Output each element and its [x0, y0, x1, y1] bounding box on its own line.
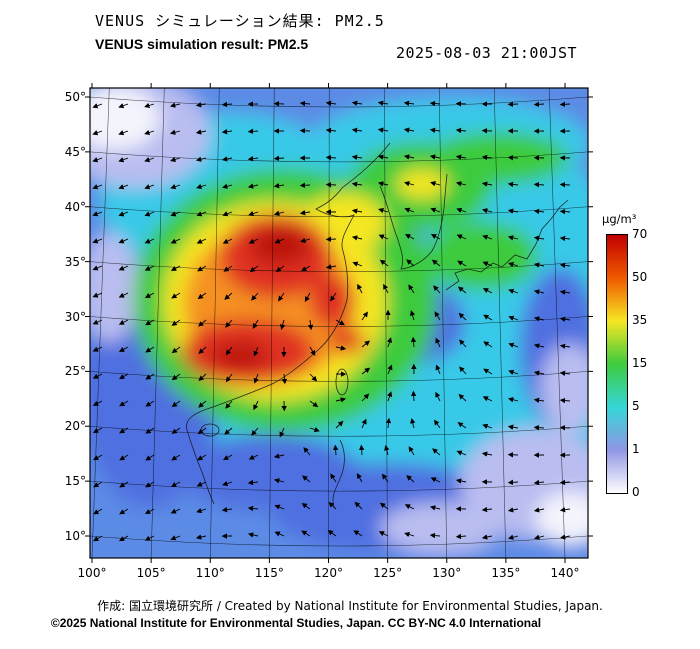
- wind-vector-arrows: [92, 100, 571, 542]
- y-tick-label: 30°: [64, 309, 86, 324]
- pm25-concentration-field: [90, 88, 588, 558]
- colorbar: [606, 234, 628, 494]
- x-tick-label: 135°: [491, 566, 521, 580]
- colorbar-tick-label: 15: [632, 356, 648, 370]
- y-tick-label: 40°: [64, 199, 86, 214]
- colorbar-unit-label: µg/m³: [602, 212, 637, 226]
- colorbar-tick-label: 35: [632, 313, 648, 327]
- y-tick-label: 10°: [64, 529, 86, 543]
- colorbar-tick-label: 70: [632, 227, 648, 241]
- colorbar-tick-label: 1: [632, 442, 640, 456]
- y-axis-latitude-labels: 50° 45° 40° 35° 30° 25° 20° 15° 10°: [30, 89, 86, 544]
- colorbar-tick-labels: 70 50 35 15 5 1 0: [632, 227, 662, 499]
- colorbar-tick-label: 50: [632, 270, 648, 284]
- x-tick-label: 130°: [432, 566, 462, 580]
- map-plot-area: [85, 83, 593, 563]
- y-tick-label: 50°: [64, 90, 86, 104]
- plot-frame: [89, 87, 589, 559]
- colorbar-gradient: [607, 235, 627, 493]
- credit-line: 作成: 国立環境研究所 / Created by National Instit…: [97, 599, 603, 613]
- page-title-japanese: VENUS シミュレーション結果: PM2.5: [95, 12, 385, 30]
- y-tick-label: 15°: [64, 474, 86, 489]
- x-tick-label: 120°: [314, 566, 343, 580]
- x-tick-label: 105°: [136, 566, 166, 580]
- page-title-english: VENUS simulation result: PM2.5: [95, 36, 309, 52]
- x-axis-longitude-labels: 100° 105° 110° 115° 120° 125° 130° 135° …: [67, 565, 590, 581]
- x-tick-label: 110°: [195, 566, 225, 580]
- x-tick-label: 115°: [254, 566, 284, 580]
- x-tick-label: 140°: [550, 566, 580, 580]
- datetime-label: 2025-08-03 21:00JST: [396, 44, 578, 62]
- y-tick-label: 25°: [64, 364, 86, 379]
- y-tick-label: 35°: [64, 254, 86, 269]
- colorbar-tick-label: 0: [632, 485, 640, 499]
- colorbar-tick-label: 5: [632, 399, 640, 413]
- y-tick-label: 45°: [64, 144, 86, 159]
- x-tick-label: 125°: [373, 566, 403, 580]
- license-line: ©2025 National Institute for Environment…: [50, 616, 542, 630]
- x-tick-label: 100°: [77, 566, 107, 580]
- axis-tick-marks: [85, 83, 593, 563]
- y-tick-label: 20°: [64, 419, 86, 434]
